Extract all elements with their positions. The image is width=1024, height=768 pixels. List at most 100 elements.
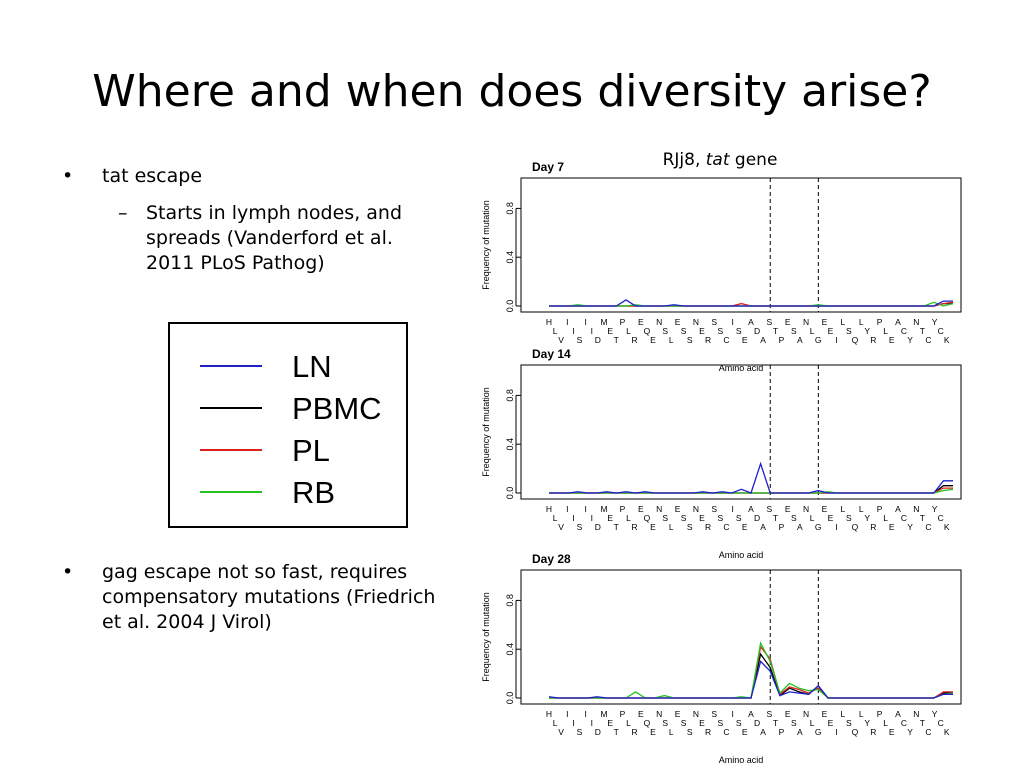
amino-acid-label: N	[913, 317, 919, 327]
legend-entry-rb: RB	[170, 472, 406, 514]
amino-acid-label: C	[925, 522, 931, 532]
amino-acid-label: N	[913, 504, 919, 514]
legend-swatch	[200, 491, 262, 493]
amino-acid-label: E	[675, 504, 681, 514]
amino-acid-label: S	[711, 709, 717, 719]
amino-acid-label: I	[591, 513, 593, 523]
amino-acid-label: R	[632, 522, 638, 532]
legend-entry-pbmc: PBMC	[170, 388, 406, 430]
amino-acid-label: I	[591, 718, 593, 728]
amino-acid-label: Q	[852, 727, 859, 737]
amino-acid-label: Y	[932, 709, 938, 719]
amino-acid-label: E	[699, 326, 705, 336]
amino-acid-label: C	[901, 718, 907, 728]
amino-acid-label: E	[785, 317, 791, 327]
amino-acid-label: I	[585, 709, 587, 719]
amino-acid-label: P	[779, 335, 785, 345]
amino-acid-label: C	[938, 326, 944, 336]
amino-acid-label: D	[595, 522, 601, 532]
plot-frame	[520, 177, 962, 313]
amino-acid-label: V	[558, 522, 564, 532]
y-axis-label: Frequency of mutation	[481, 387, 491, 477]
amino-acid-label: T	[920, 513, 925, 523]
amino-acid-label: A	[760, 727, 766, 737]
bullet-text: gag escape not so fast, requires compens…	[102, 561, 436, 633]
amino-acid-label: D	[754, 718, 760, 728]
amino-acid-label: L	[883, 513, 888, 523]
legend-label: RB	[292, 475, 336, 510]
y-tick-label: 0.4	[505, 643, 515, 656]
amino-acid-label: C	[925, 727, 931, 737]
amino-acid-label: A	[760, 522, 766, 532]
amino-acid-label: E	[822, 317, 828, 327]
amino-acid-label: C	[723, 335, 729, 345]
plot-frame	[520, 364, 962, 500]
amino-acid-label: E	[699, 718, 705, 728]
amino-acid-label: T	[614, 727, 619, 737]
amino-acid-label: I	[566, 709, 568, 719]
amino-acid-label: A	[748, 317, 754, 327]
amino-acid-label: C	[938, 718, 944, 728]
amino-acid-label: N	[656, 709, 662, 719]
amino-acid-label: S	[681, 718, 687, 728]
amino-acid-label: R	[705, 335, 711, 345]
chart-header: RJj8, tat gene	[620, 148, 820, 172]
amino-acid-label: M	[601, 317, 608, 327]
amino-acid-label: R	[705, 727, 711, 737]
y-tick-label: 0.0	[505, 487, 515, 500]
amino-acid-label: E	[675, 709, 681, 719]
amino-acid-label: S	[767, 504, 773, 514]
amino-acid-label: E	[607, 718, 613, 728]
amino-acid-label: P	[620, 317, 626, 327]
amino-acid-label: T	[614, 335, 619, 345]
amino-acid-label: I	[572, 513, 574, 523]
amino-acid-label: N	[693, 317, 699, 327]
sub-bullet-marker: –	[118, 202, 128, 224]
amino-acid-label: N	[803, 317, 809, 327]
amino-acid-label: R	[632, 335, 638, 345]
amino-acid-label: S	[662, 513, 668, 523]
amino-acid-label: Y	[864, 513, 870, 523]
chart-header-prefix: RJj8,	[662, 150, 706, 170]
amino-acid-label: S	[717, 718, 723, 728]
amino-acid-label: T	[773, 513, 778, 523]
amino-acid-label: R	[632, 727, 638, 737]
amino-acid-label: H	[546, 504, 552, 514]
bullet-marker: •	[62, 165, 74, 187]
amino-acid-label: S	[681, 326, 687, 336]
amino-acid-label: P	[877, 504, 883, 514]
bullet-gag-escape: • gag escape not so fast, requires compe…	[62, 560, 442, 640]
sub-bullet-lymph-nodes: – Starts in lymph nodes, and spreads (Va…	[118, 201, 436, 281]
amino-acid-label: M	[601, 709, 608, 719]
amino-acid-label: N	[693, 504, 699, 514]
legend-label: PBMC	[292, 391, 382, 426]
amino-acid-label: L	[859, 317, 864, 327]
amino-acid-label: E	[828, 326, 834, 336]
amino-acid-label: E	[785, 504, 791, 514]
amino-acid-label: S	[662, 326, 668, 336]
y-tick-label: 0.8	[505, 389, 515, 402]
amino-acid-label: Y	[932, 504, 938, 514]
legend-swatch	[200, 449, 262, 451]
amino-acid-label: S	[736, 513, 742, 523]
amino-acid-label: G	[815, 335, 822, 345]
series-line-rb	[549, 301, 954, 307]
amino-acid-label: S	[687, 335, 693, 345]
amino-acid-label: I	[731, 709, 733, 719]
amino-acid-label: T	[773, 326, 778, 336]
amino-acid-label: S	[717, 326, 723, 336]
amino-acid-label: R	[705, 522, 711, 532]
amino-acid-label: V	[558, 727, 564, 737]
y-tick-label: 0.0	[505, 300, 515, 313]
amino-acid-label: L	[626, 718, 631, 728]
amino-acid-label: E	[889, 522, 895, 532]
series-line-pbmc	[549, 302, 953, 307]
amino-acid-label: V	[558, 335, 564, 345]
amino-acid-label: S	[717, 513, 723, 523]
chart-header-gene: tat	[705, 150, 730, 170]
legend-box: LN PBMC PL RB	[168, 322, 408, 528]
y-tick-label: 0.0	[505, 692, 515, 705]
amino-acid-label: A	[748, 504, 754, 514]
amino-acid-label: E	[638, 709, 644, 719]
amino-acid-label: I	[566, 317, 568, 327]
